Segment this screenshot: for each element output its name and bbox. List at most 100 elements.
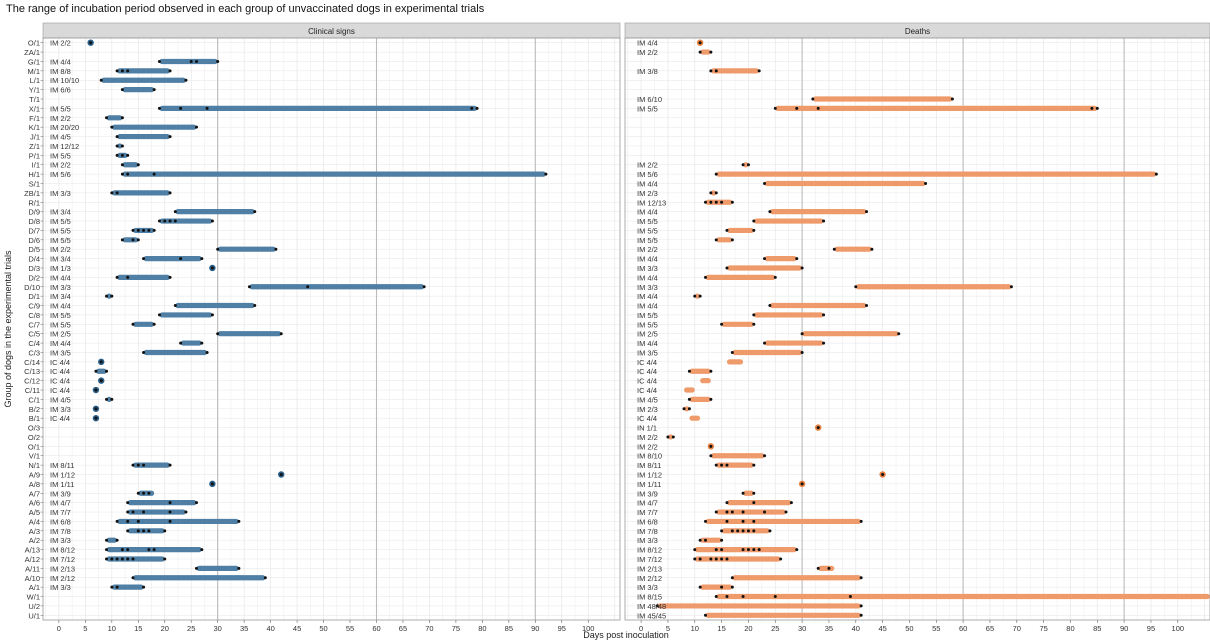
row-label: IM 3/3: [50, 583, 71, 592]
y-tick-label: A/6: [29, 499, 40, 508]
range-bar: [732, 349, 803, 356]
row-label: IM 1/12: [637, 471, 662, 480]
data-point: [216, 59, 220, 63]
data-point: [752, 322, 756, 326]
data-point: [173, 304, 177, 308]
row-label: IM 45/45: [637, 611, 666, 620]
data-point: [752, 529, 756, 533]
data-point: [693, 557, 697, 561]
row-label: IM 3/8: [637, 67, 658, 76]
y-tick-label: A/1: [29, 583, 40, 592]
data-point: [263, 576, 267, 580]
data-point: [147, 548, 151, 552]
row-label: IM 5/5: [637, 217, 658, 226]
y-tick-label: A/8: [29, 480, 40, 489]
data-point: [773, 106, 777, 110]
data-point: [730, 350, 734, 354]
x-tick-label: 30: [798, 624, 806, 633]
x-tick-label: 10: [108, 624, 116, 633]
x-tick-label: 65: [399, 624, 407, 633]
y-tick-label: C/4: [28, 339, 40, 348]
x-tick-label: 25: [187, 624, 195, 633]
data-point: [105, 548, 109, 552]
row-label: IM 5/5: [50, 104, 71, 113]
data-point: [709, 369, 713, 373]
data-point: [163, 219, 167, 223]
data-point: [136, 163, 140, 167]
data-point: [131, 322, 135, 326]
data-point: [105, 369, 109, 373]
x-tick-label: 40: [852, 624, 860, 633]
data-point: [768, 529, 772, 533]
x-tick-label: 75: [452, 624, 460, 633]
data-point: [881, 473, 885, 476]
data-point: [768, 210, 772, 214]
range-bar: [855, 284, 1012, 290]
range-bar: [106, 396, 112, 403]
data-point: [795, 548, 799, 552]
data-point: [725, 266, 729, 270]
data-point: [168, 519, 172, 523]
range-bar: [769, 302, 867, 309]
data-point: [210, 219, 214, 223]
row-label: IC 4/4: [637, 367, 657, 376]
range-bar: [705, 518, 862, 525]
y-tick-label: C/12: [24, 377, 40, 386]
y-tick-label: Z/1: [29, 142, 40, 151]
data-point: [142, 350, 146, 354]
range-bar: [217, 246, 276, 252]
data-point: [741, 163, 745, 167]
data-point: [704, 200, 708, 204]
data-point: [94, 388, 98, 392]
data-point: [757, 548, 761, 552]
data-point: [200, 548, 204, 552]
x-tick-label: 70: [425, 624, 433, 633]
x-tick-label: 70: [1013, 624, 1021, 633]
data-point: [741, 519, 745, 523]
y-tick-label: O/3: [28, 424, 40, 433]
data-point: [184, 78, 188, 82]
x-axis-title: Days post inoculation: [583, 630, 669, 640]
x-tick-label: 50: [905, 624, 913, 633]
data-point: [752, 501, 756, 505]
data-point: [274, 247, 278, 251]
data-point: [105, 294, 109, 298]
data-point: [210, 266, 214, 270]
y-tick-label: D/2: [28, 273, 40, 282]
y-tick-label: S/1: [29, 180, 40, 189]
row-label: IM 3/4: [50, 208, 71, 217]
row-label: IM 5/6: [50, 170, 71, 179]
row-label: IM 8/8: [50, 67, 71, 76]
data-point: [147, 228, 151, 232]
row-label: IM 3/5: [50, 348, 71, 357]
range-bar: [689, 396, 711, 403]
data-point: [720, 538, 724, 542]
range-bar: [667, 434, 674, 440]
data-point: [1090, 106, 1094, 110]
data-point: [544, 172, 548, 176]
row-label: IC 4/4: [50, 367, 70, 376]
x-tick-label: 95: [558, 624, 566, 633]
data-point: [714, 463, 718, 467]
x-tick-label: 60: [959, 624, 967, 633]
data-point: [115, 557, 119, 561]
data-point: [768, 304, 772, 308]
data-point: [730, 585, 734, 589]
range-bar: [117, 143, 123, 149]
row-label: IM 3/4: [50, 255, 71, 264]
data-point: [157, 106, 161, 110]
data-point: [142, 585, 146, 589]
data-point: [709, 50, 713, 54]
y-tick-label: L/1: [30, 76, 40, 85]
y-tick-label: P/1: [29, 151, 40, 160]
data-point: [205, 106, 209, 110]
range-bar: [175, 209, 255, 215]
row-label: IM 2/3: [637, 405, 658, 414]
range-bar: [684, 406, 690, 412]
data-point: [725, 595, 729, 599]
row-label: IM 5/5: [50, 311, 71, 320]
data-point: [725, 501, 729, 505]
x-tick-label: 25: [771, 624, 779, 633]
data-point: [110, 125, 114, 129]
range-bar: [710, 190, 717, 196]
